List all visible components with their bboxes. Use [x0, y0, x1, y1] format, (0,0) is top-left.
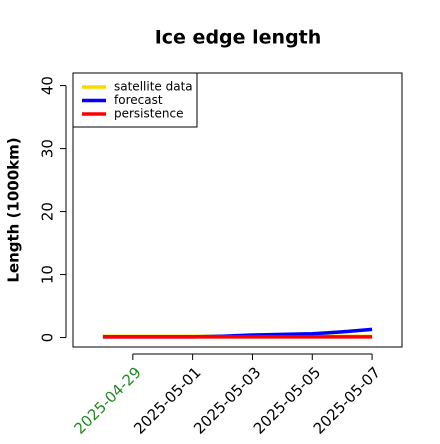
y-tick-label: 20	[39, 202, 57, 221]
y-axis-label: Length (1000km)	[5, 137, 23, 282]
plot-box	[72, 72, 403, 348]
legend-label: forecast	[114, 93, 163, 107]
y-tick-label: 30	[39, 139, 57, 158]
y-tick-label: 10	[39, 265, 57, 284]
legend-label: persistence	[114, 107, 183, 121]
legend-label: satellite data	[114, 80, 193, 94]
chart-title: Ice edge length	[155, 27, 322, 49]
y-tick-label: 0	[39, 333, 57, 343]
y-tick-label: 40	[39, 76, 57, 95]
